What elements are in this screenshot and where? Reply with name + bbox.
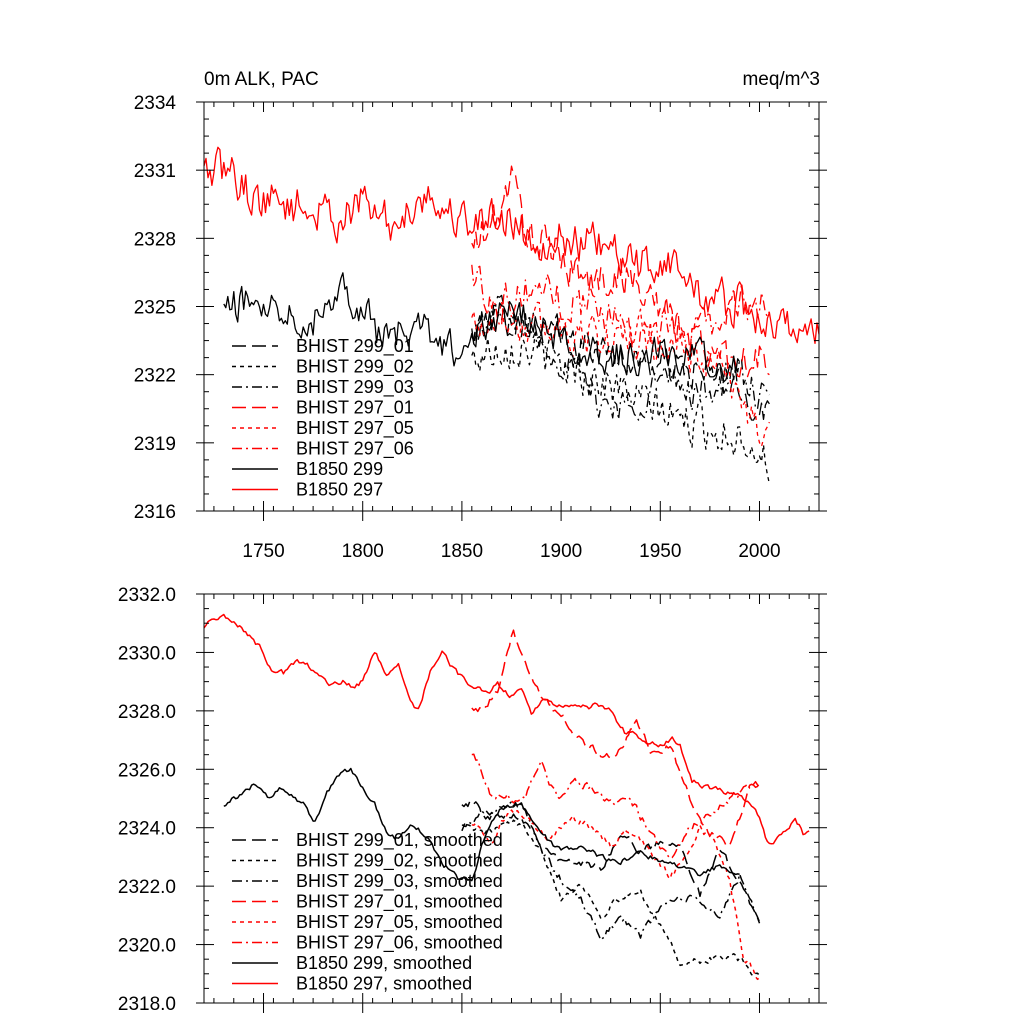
x-tick-label: 1900 bbox=[540, 541, 582, 562]
y-tick-label: 2322 bbox=[134, 366, 176, 387]
top-panel-ticks: 1750 1800 1850 1900 1950 2000 2316 2319 2322 2325… bbox=[134, 93, 827, 562]
series-line-bhist-299-02-smoothed bbox=[461, 819, 761, 977]
legend-label-bhist-297-01: BHIST 297_01 bbox=[296, 398, 414, 419]
series-line-bhist-297-06 bbox=[471, 264, 771, 360]
y-tick-label: 2324.0 bbox=[118, 819, 176, 840]
y-tick-label: 2332.0 bbox=[118, 585, 176, 606]
x-tick-label: 1950 bbox=[639, 541, 681, 562]
legend-label-bhist-299-01-smoothed: BHIST 299_01, smoothed bbox=[296, 830, 503, 851]
legend-label-bhist-299-03: BHIST 299_03 bbox=[296, 377, 414, 398]
legend-label-bhist-297-05-smoothed: BHIST 297_05, smoothed bbox=[296, 912, 503, 933]
legend-label-bhist-299-01: BHIST 299_01 bbox=[296, 336, 414, 357]
series-line-bhist-297-01 bbox=[471, 165, 770, 378]
series-line-b1850-297-smoothed bbox=[203, 613, 810, 845]
y-tick-label: 2316 bbox=[134, 502, 176, 523]
series-line-b1850-299 bbox=[223, 272, 741, 383]
legend-label-b1850-299: B1850 299 bbox=[296, 459, 383, 479]
legend-label-bhist-299-02-smoothed: BHIST 299_02, smoothed bbox=[296, 851, 503, 872]
y-tick-label: 2318.0 bbox=[118, 994, 176, 1015]
series-line-bhist-297-06-smoothed bbox=[471, 753, 761, 860]
bottom-panel-series bbox=[203, 613, 810, 981]
y-tick-label: 2320.0 bbox=[118, 936, 176, 957]
legend-label-b1850-297: B1850 297 bbox=[296, 480, 383, 500]
series-line-bhist-297-05-smoothed bbox=[471, 809, 760, 981]
x-tick-label: 2000 bbox=[738, 541, 780, 562]
legend-label-b1850-297-smoothed: B1850 297, smoothed bbox=[296, 974, 472, 994]
top-panel-title: 0m ALK, PAC bbox=[204, 69, 319, 90]
y-tick-label: 2334 bbox=[134, 93, 177, 114]
y-tick-label: 2325 bbox=[134, 298, 176, 319]
y-tick-label: 2326.0 bbox=[118, 760, 176, 781]
x-tick-label: 1850 bbox=[441, 541, 483, 562]
series-line-bhist-299-01-smoothed bbox=[461, 800, 761, 924]
top-panel-series bbox=[203, 146, 820, 485]
series-line-b1850-299-smoothed bbox=[223, 767, 740, 882]
y-tick-label: 2319 bbox=[134, 434, 176, 455]
top-panel-units: meq/m^3 bbox=[742, 69, 820, 90]
y-tick-label: 2331 bbox=[134, 161, 176, 182]
y-tick-label: 2330.0 bbox=[118, 643, 176, 664]
legend-label-bhist-299-02: BHIST 299_02 bbox=[296, 357, 414, 378]
legend-label-bhist-297-06: BHIST 297_06 bbox=[296, 439, 414, 460]
series-line-bhist-299-02 bbox=[471, 332, 771, 485]
legend-label-bhist-297-06-smoothed: BHIST 297_06, smoothed bbox=[296, 933, 503, 954]
series-line-bhist-299-03 bbox=[471, 304, 770, 421]
y-tick-label: 2328 bbox=[134, 229, 176, 250]
legend-label-bhist-297-05: BHIST 297_05 bbox=[296, 418, 414, 439]
y-tick-label: 2322.0 bbox=[118, 877, 176, 898]
bottom-panel-ticks: 2318.0 2320.0 2322.0 2324.0 2326.0 2328.0 2330… bbox=[118, 585, 827, 1015]
legend-label-bhist-299-03-smoothed: BHIST 299_03, smoothed bbox=[296, 871, 503, 892]
x-tick-label: 1750 bbox=[242, 541, 284, 562]
series-line-b1850-297 bbox=[203, 146, 820, 345]
x-tick-label: 1800 bbox=[342, 541, 384, 562]
y-tick-label: 2328.0 bbox=[118, 702, 176, 723]
legend-label-bhist-297-01-smoothed: BHIST 297_01, smoothed bbox=[296, 892, 503, 913]
bottom-panel: 2318.0 2320.0 2322.0 2324.0 2326.0 2328.0 2330… bbox=[118, 585, 827, 1015]
legend-label-b1850-299-smoothed: B1850 299, smoothed bbox=[296, 953, 472, 973]
series-line-bhist-297-01-smoothed bbox=[471, 629, 761, 847]
top-panel: 0m ALK, PAC meq/m^3 1750 1800 1850 1900 1950… bbox=[134, 69, 827, 562]
